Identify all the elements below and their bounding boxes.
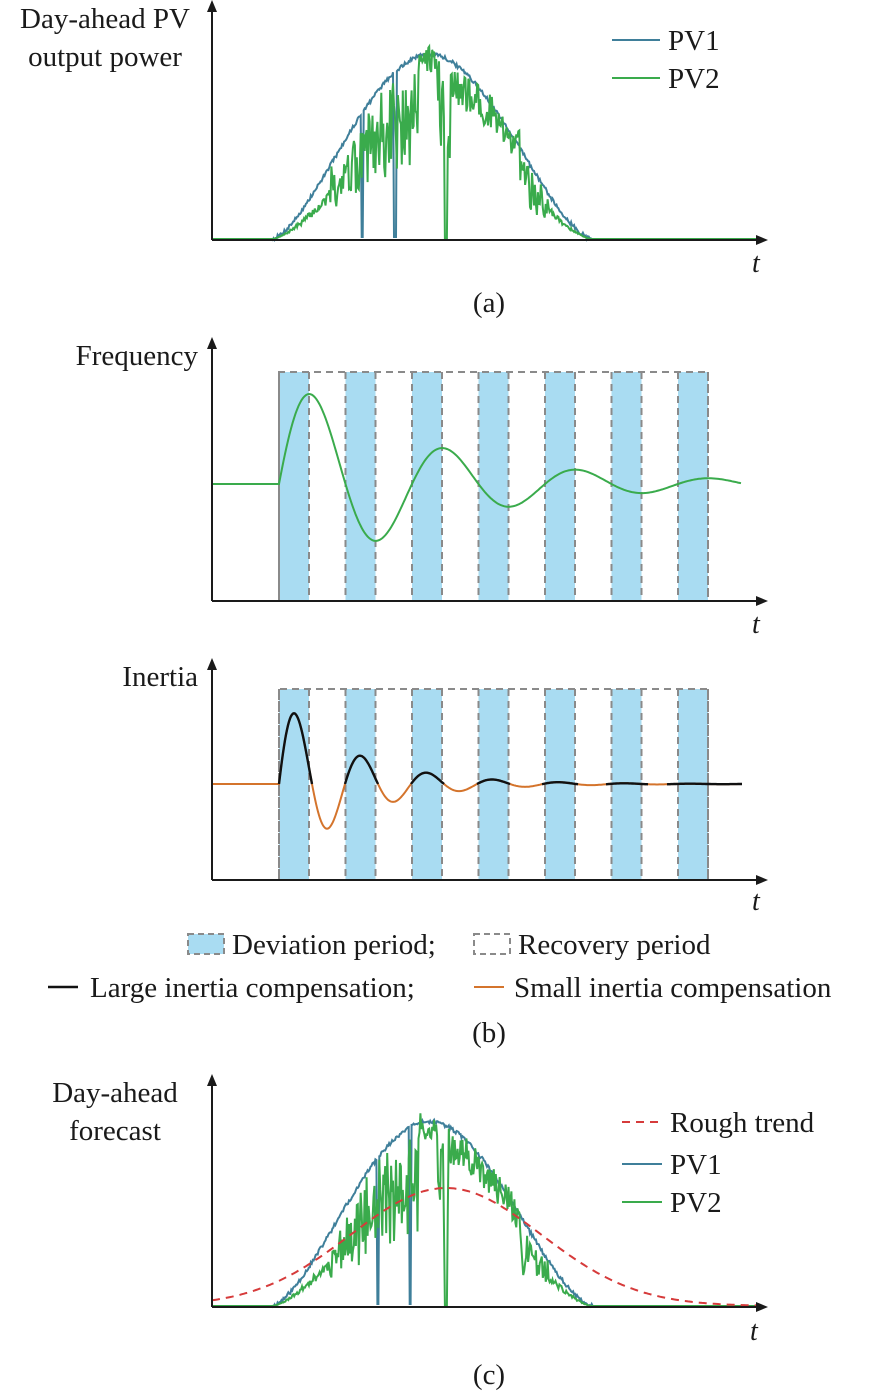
panel-c-y-arrow (207, 1074, 217, 1086)
panel-a-ylabel-line2: output power (28, 41, 182, 73)
panel-b-caption: (b) (472, 1017, 506, 1049)
panel-a-x-arrow (756, 235, 768, 245)
deviation-period-box (345, 689, 376, 880)
inertia-ylabel: Inertia (122, 661, 198, 693)
inertia-y-arrow (207, 658, 217, 670)
panel-c-x-label: t (750, 1316, 759, 1347)
panel-c-ylabel-line2: forecast (69, 1115, 161, 1147)
deviation-period-box (279, 372, 309, 601)
panel-c-legend-pv2: PV2 (670, 1187, 722, 1219)
frequency-period-boxes (278, 371, 709, 601)
frequency-x-arrow (756, 596, 768, 606)
panel-b-frequency: Frequency t (76, 337, 768, 640)
panel-c-legend-pv1: PV1 (670, 1149, 722, 1181)
deviation-period-box (478, 689, 509, 880)
deviation-period-box (545, 372, 575, 601)
legend-small-inertia: Small inertia compensation (514, 972, 832, 1004)
recovery-period-swatch (473, 933, 511, 955)
deviation-period-box (279, 689, 309, 880)
panel-a-ylabel-line1: Day-ahead PV (20, 3, 190, 35)
panel-a-legend-pv1: PV1 (668, 25, 720, 57)
deviation-period-swatch (187, 933, 225, 955)
inertia-x-arrow (756, 875, 768, 885)
panel-c-legend-trend: Rough trend (670, 1107, 815, 1139)
deviation-period-box (412, 689, 442, 880)
panel-a-caption: (a) (473, 287, 505, 319)
panel-a-x-label: t (752, 248, 761, 279)
deviation-period-box (678, 372, 708, 601)
frequency-x-label: t (752, 609, 761, 640)
panel-c: Day-ahead forecast t Rough trend PV1 PV2… (52, 1074, 815, 1391)
frequency-curve (212, 392, 742, 542)
large-inertia-curve (277, 712, 742, 786)
frequency-ylabel: Frequency (76, 340, 199, 372)
panel-a-y-arrow (207, 0, 217, 12)
deviation-period-box (478, 372, 509, 601)
panel-a-legend-pv2: PV2 (668, 63, 720, 95)
panel-c-ylabel-line1: Day-ahead (52, 1077, 178, 1109)
legend-large-inertia: Large inertia compensation; (90, 972, 415, 1004)
deviation-period-box (345, 372, 376, 601)
panel-a: Day-ahead PV output power t PV1 PV2 (a) (20, 0, 768, 319)
legend-deviation-period: Deviation period; (232, 929, 436, 961)
panel-c-caption: (c) (473, 1359, 505, 1391)
inertia-x-label: t (752, 886, 761, 917)
panel-b-legend: Deviation period; Recovery period Large … (48, 929, 832, 1049)
legend-recovery-period: Recovery period (518, 929, 711, 961)
frequency-y-arrow (207, 337, 217, 349)
deviation-period-box (545, 689, 575, 880)
panel-b-inertia: Inertia t (122, 658, 768, 917)
deviation-period-box (412, 372, 442, 601)
panel-c-x-arrow (756, 1302, 768, 1312)
